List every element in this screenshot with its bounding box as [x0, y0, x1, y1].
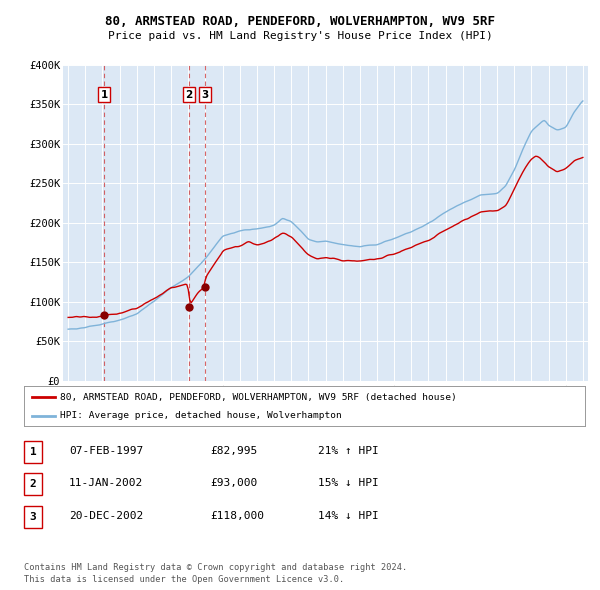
Text: 21% ↑ HPI: 21% ↑ HPI: [318, 446, 379, 456]
Text: £93,000: £93,000: [210, 478, 257, 489]
Text: £82,995: £82,995: [210, 446, 257, 456]
Text: 07-FEB-1997: 07-FEB-1997: [69, 446, 143, 456]
Text: HPI: Average price, detached house, Wolverhampton: HPI: Average price, detached house, Wolv…: [61, 411, 342, 421]
Text: Price paid vs. HM Land Registry's House Price Index (HPI): Price paid vs. HM Land Registry's House …: [107, 31, 493, 41]
Text: 80, ARMSTEAD ROAD, PENDEFORD, WOLVERHAMPTON, WV9 5RF (detached house): 80, ARMSTEAD ROAD, PENDEFORD, WOLVERHAMP…: [61, 392, 457, 402]
Text: 20-DEC-2002: 20-DEC-2002: [69, 511, 143, 521]
Text: 3: 3: [29, 512, 37, 522]
Text: 1: 1: [101, 90, 108, 100]
Text: 80, ARMSTEAD ROAD, PENDEFORD, WOLVERHAMPTON, WV9 5RF: 80, ARMSTEAD ROAD, PENDEFORD, WOLVERHAMP…: [105, 15, 495, 28]
Text: £118,000: £118,000: [210, 511, 264, 521]
Text: Contains HM Land Registry data © Crown copyright and database right 2024.
This d: Contains HM Land Registry data © Crown c…: [24, 563, 407, 584]
Text: 15% ↓ HPI: 15% ↓ HPI: [318, 478, 379, 489]
Text: 2: 2: [185, 90, 193, 100]
Text: 2: 2: [29, 479, 37, 489]
Text: 11-JAN-2002: 11-JAN-2002: [69, 478, 143, 489]
Text: 1: 1: [29, 447, 37, 457]
Text: 14% ↓ HPI: 14% ↓ HPI: [318, 511, 379, 521]
Text: 3: 3: [201, 90, 209, 100]
